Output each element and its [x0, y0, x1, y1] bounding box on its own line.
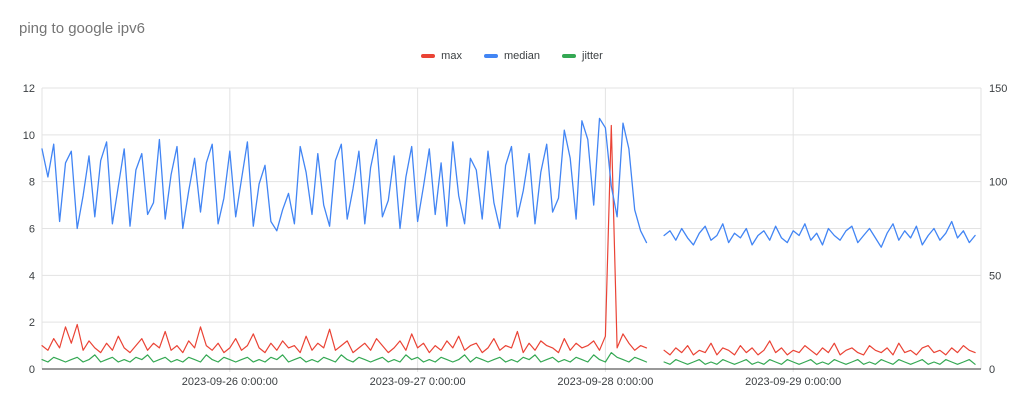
series-line-jitter — [41, 352, 648, 363]
x-tick-label: 2023-09-29 0:00:00 — [745, 376, 841, 388]
series-line-median — [41, 117, 648, 244]
series-line-max — [663, 340, 976, 356]
chart-legend: max median jitter — [0, 50, 1024, 62]
y-left-tick-label: 8 — [29, 177, 35, 189]
y-left-tick-label: 10 — [23, 130, 35, 142]
y-left-tick-label: 6 — [29, 224, 35, 236]
series-line-jitter — [663, 359, 976, 365]
x-tick-label: 2023-09-27 0:00:00 — [370, 376, 466, 388]
legend-swatch-max-icon — [421, 54, 436, 58]
legend-label-max: max — [441, 50, 462, 62]
legend-item-median: median — [483, 50, 541, 62]
legend-swatch-median-icon — [483, 54, 498, 58]
y-right-tick-label: 50 — [989, 270, 1001, 282]
chart-title: ping to google ipv6 — [19, 20, 145, 37]
series-line-median — [663, 220, 976, 248]
y-left-tick-label: 2 — [29, 317, 35, 329]
y-right-tick-label: 150 — [989, 83, 1007, 95]
y-left-tick-label: 0 — [29, 364, 35, 376]
x-tick-label: 2023-09-26 0:00:00 — [182, 376, 278, 388]
series-line-max — [41, 124, 648, 354]
legend-swatch-jitter-icon — [562, 54, 577, 58]
x-tick-label: 2023-09-28 0:00:00 — [557, 376, 653, 388]
legend-label-jitter: jitter — [582, 50, 603, 62]
legend-item-max: max — [421, 50, 462, 62]
legend-label-median: median — [503, 50, 541, 62]
y-right-tick-label: 100 — [989, 177, 1007, 189]
y-left-tick-label: 4 — [29, 270, 35, 282]
y-right-tick-label: 0 — [989, 364, 995, 376]
legend-item-jitter: jitter — [562, 50, 603, 62]
y-left-tick-label: 12 — [23, 83, 35, 95]
